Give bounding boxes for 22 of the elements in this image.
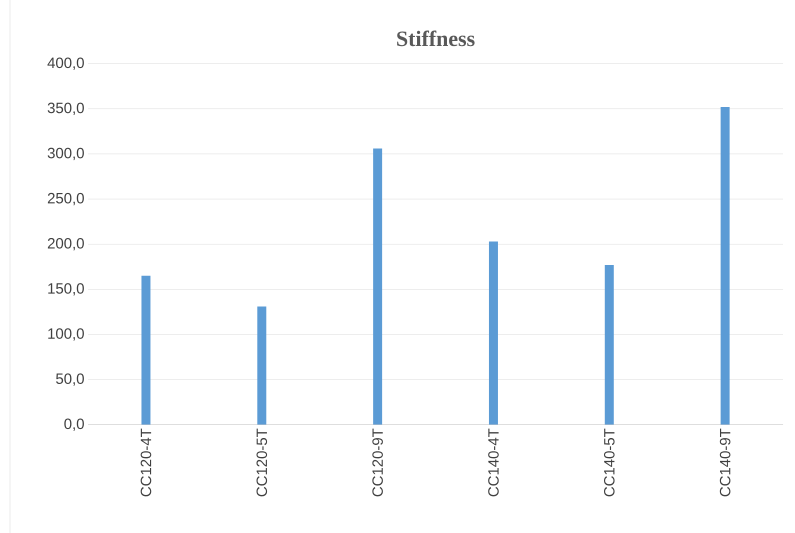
y-tick-label: 200,0 bbox=[48, 238, 84, 250]
bar bbox=[488, 241, 498, 425]
y-tick-label: 100,0 bbox=[48, 328, 84, 341]
y-tick-label: 350,0 bbox=[48, 102, 84, 115]
y-tick-label: 300,0 bbox=[48, 148, 84, 160]
y-tick-label: 0,0 bbox=[64, 418, 84, 431]
x-tick-label: CC140-9T bbox=[720, 428, 730, 496]
bar bbox=[373, 148, 382, 425]
bar bbox=[720, 107, 730, 425]
bar bbox=[257, 306, 266, 425]
y-tick-label: 250,0 bbox=[48, 192, 84, 206]
bar bbox=[604, 264, 614, 425]
x-tick-label: CC120-5T bbox=[256, 428, 268, 496]
y-tick-label: 400,0 bbox=[47, 58, 84, 70]
x-tick-label: CC140-4T bbox=[488, 428, 499, 496]
y-tick-label: 50,0 bbox=[56, 373, 84, 386]
y-tick-label: 150,0 bbox=[48, 283, 84, 296]
bar bbox=[141, 276, 150, 425]
x-tick-label: CC120-9T bbox=[372, 428, 383, 496]
x-tick-label: CC120-4T bbox=[140, 428, 152, 496]
x-tick-label: CC140-5T bbox=[604, 428, 615, 496]
chart-title: Stiffness bbox=[397, 30, 475, 46]
